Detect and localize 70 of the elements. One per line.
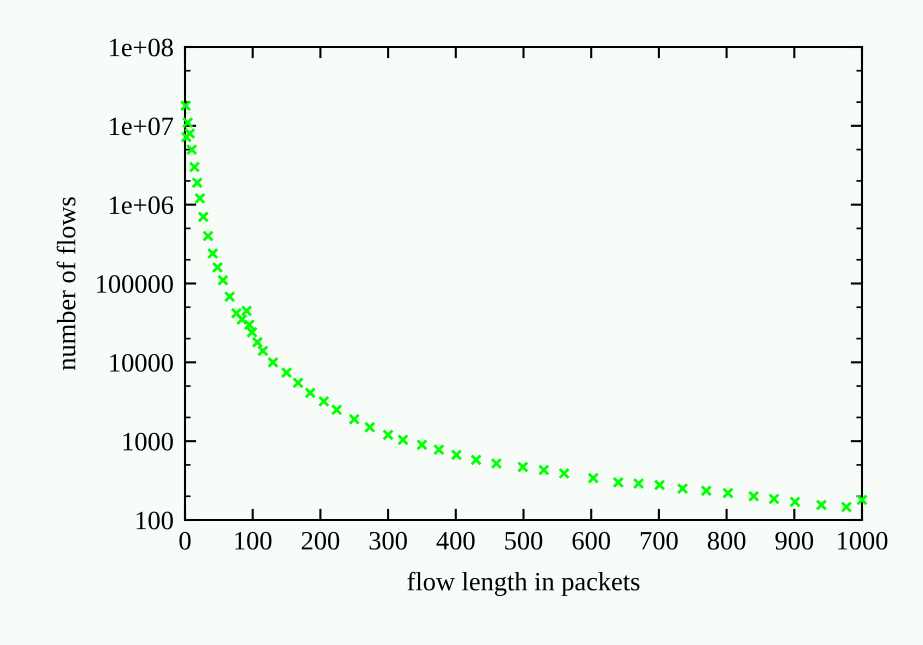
x-tick-label: 900 (775, 532, 814, 550)
point (252, 336, 264, 348)
point (224, 290, 236, 302)
y-tick-label: 10000 (110, 354, 173, 372)
point (292, 377, 304, 389)
x-tick-label: 300 (370, 532, 407, 550)
point (212, 262, 224, 274)
point (676, 482, 688, 494)
point (304, 387, 316, 399)
point (397, 434, 409, 446)
y-tick-label: 1000 (123, 432, 173, 451)
x-tick-label: 200 (302, 532, 340, 550)
point (450, 449, 462, 461)
x-axis-title: flow length in packets (407, 572, 640, 596)
point (206, 248, 219, 260)
point (856, 494, 868, 506)
point (194, 192, 206, 204)
point (612, 476, 624, 488)
point (587, 472, 600, 484)
point (188, 161, 200, 173)
point (538, 464, 550, 476)
point (197, 211, 210, 223)
point (280, 366, 292, 378)
point (416, 438, 428, 451)
x-tick-label: 100 (235, 532, 272, 550)
point (840, 501, 852, 513)
point (748, 490, 760, 502)
point (180, 131, 192, 143)
x-tick-label: 800 (708, 532, 746, 550)
point (768, 493, 780, 505)
point (364, 422, 376, 434)
point (470, 454, 482, 466)
x-tick-label: 500 (505, 532, 542, 550)
x-tick-label: 600 (572, 532, 610, 550)
point (816, 499, 828, 511)
x-tick-label: 0 (179, 532, 191, 550)
point (722, 487, 734, 499)
point (180, 100, 192, 112)
point (244, 318, 256, 331)
y-tick-label: 1e+08 (110, 38, 173, 56)
y-tick-label: 1e+07 (110, 117, 174, 136)
point (236, 314, 248, 326)
y-axis-title: number of flows (56, 197, 76, 370)
point (318, 396, 330, 408)
point (382, 429, 394, 441)
point (330, 404, 342, 416)
point (789, 496, 801, 508)
point (348, 413, 360, 425)
point (186, 144, 198, 156)
x-tick-label: 1000 (838, 532, 888, 550)
point (517, 461, 529, 473)
point (267, 356, 279, 368)
point (632, 478, 644, 490)
x-tick-label: 400 (436, 532, 475, 550)
point (558, 468, 570, 480)
point (217, 274, 229, 286)
y-tick-label: 100000 (97, 275, 173, 293)
point (246, 326, 258, 338)
x-tick-label: 700 (640, 532, 678, 550)
point (257, 345, 269, 357)
point (184, 128, 196, 140)
y-tick-label: 100 (136, 512, 173, 530)
point (490, 458, 502, 470)
point (182, 116, 194, 128)
point (202, 230, 214, 242)
point (433, 444, 445, 456)
y-tick-label: 1e+06 (110, 196, 174, 214)
point (700, 484, 712, 497)
point (654, 479, 666, 491)
point (191, 176, 203, 188)
